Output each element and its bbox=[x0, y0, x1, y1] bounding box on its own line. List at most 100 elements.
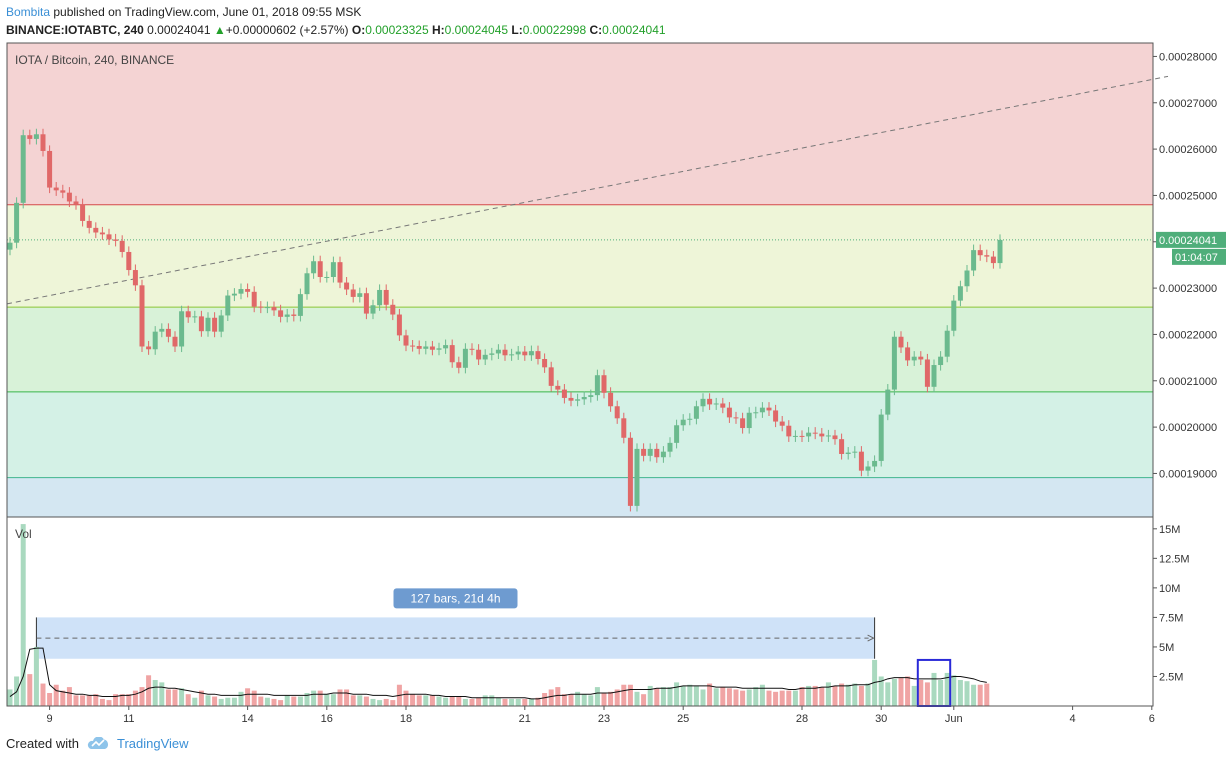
candle bbox=[608, 392, 614, 407]
measure-label-box bbox=[393, 588, 518, 609]
tradingview-link[interactable]: TradingView bbox=[116, 736, 189, 751]
candle bbox=[627, 437, 633, 506]
last-price-tag-box bbox=[1156, 231, 1226, 248]
low-value: 0.00022998 bbox=[522, 23, 587, 37]
created-with-label: Created with bbox=[6, 736, 79, 751]
volume-bar bbox=[938, 680, 944, 706]
volume-bar bbox=[489, 695, 495, 706]
y-tick-label: 0.00019000 bbox=[1159, 468, 1217, 480]
candle bbox=[759, 407, 765, 413]
candle bbox=[86, 220, 92, 228]
volume-bar bbox=[238, 691, 244, 706]
volume-bar bbox=[403, 690, 409, 706]
candle bbox=[245, 289, 251, 292]
volume-bar bbox=[225, 697, 231, 706]
volume-bar bbox=[515, 698, 521, 706]
candle bbox=[73, 201, 79, 205]
volume-bar bbox=[964, 681, 970, 706]
x-tick-label: 28 bbox=[796, 713, 808, 725]
volume-label: Vol bbox=[15, 527, 32, 541]
candle bbox=[911, 356, 917, 361]
candle bbox=[581, 396, 587, 400]
volume-bar bbox=[674, 682, 680, 706]
countdown-tag: 01:04:07 bbox=[1175, 252, 1218, 264]
candle bbox=[819, 433, 825, 437]
candle bbox=[977, 250, 983, 256]
candle bbox=[997, 239, 1003, 264]
volume-bar bbox=[588, 695, 594, 706]
volume-bar bbox=[436, 696, 442, 706]
vol-tick-label: 12.5M bbox=[1159, 553, 1190, 565]
volume-bar bbox=[733, 689, 739, 706]
volume-bar bbox=[594, 687, 600, 706]
candle bbox=[80, 204, 86, 221]
candle bbox=[667, 442, 673, 452]
candle bbox=[251, 291, 257, 307]
candle bbox=[905, 347, 911, 361]
volume-bar bbox=[773, 691, 779, 706]
ohlc-legend: BINANCE:IOTABTC, 240 0.00024041 ▲+0.0000… bbox=[6, 22, 666, 38]
volume-bar bbox=[251, 690, 257, 706]
candle bbox=[924, 359, 930, 387]
candle bbox=[944, 330, 950, 357]
candle bbox=[7, 242, 13, 250]
candle bbox=[832, 435, 838, 440]
candle bbox=[634, 448, 640, 506]
volume-bar bbox=[951, 675, 957, 706]
fib-zone bbox=[7, 391, 1153, 478]
volume-bar bbox=[957, 680, 963, 706]
volume-bar bbox=[245, 688, 251, 706]
volume-bar bbox=[713, 688, 719, 706]
y-tick-label: 0.00022000 bbox=[1159, 329, 1217, 341]
volume-bar bbox=[86, 695, 92, 706]
candle bbox=[126, 251, 132, 271]
low-label: L: bbox=[511, 23, 523, 37]
close-label: C: bbox=[589, 23, 603, 37]
candle bbox=[957, 286, 963, 301]
candle bbox=[231, 293, 237, 296]
volume-bar bbox=[363, 696, 369, 706]
candle bbox=[337, 262, 343, 283]
volume-bar bbox=[172, 689, 178, 706]
volume-bar bbox=[462, 698, 468, 706]
volume-bar bbox=[357, 695, 363, 706]
volume-bar bbox=[548, 689, 554, 706]
candle bbox=[575, 399, 581, 401]
candle bbox=[482, 354, 488, 360]
candle bbox=[773, 410, 779, 422]
high-value: 0.00024045 bbox=[444, 23, 509, 37]
volume-bar bbox=[165, 689, 171, 706]
candle bbox=[812, 432, 818, 434]
volume-bar bbox=[568, 694, 574, 706]
axes: 0.00028000 0.00027000 0.00026000 0.00025000… bbox=[6, 42, 1226, 725]
candle bbox=[363, 293, 369, 314]
volume-bar bbox=[416, 695, 422, 706]
candle bbox=[423, 346, 429, 349]
candle bbox=[205, 317, 211, 332]
candle bbox=[495, 349, 501, 354]
volume-bar bbox=[792, 690, 798, 706]
volume-bar bbox=[726, 688, 732, 706]
volume-bar bbox=[575, 691, 581, 706]
volume-bar bbox=[898, 677, 904, 706]
candle bbox=[845, 452, 851, 454]
volume-bar bbox=[139, 687, 145, 706]
candle bbox=[594, 375, 600, 396]
candle bbox=[377, 289, 383, 306]
candle bbox=[502, 349, 508, 356]
author-link[interactable]: Bombita bbox=[6, 5, 51, 19]
volume-bar bbox=[832, 685, 838, 706]
candle bbox=[40, 134, 46, 151]
candle bbox=[449, 345, 455, 363]
volume-bar bbox=[410, 694, 416, 706]
candle bbox=[588, 395, 594, 397]
volume-bar bbox=[891, 678, 897, 706]
volume-bar bbox=[113, 694, 119, 706]
volume-bar bbox=[555, 687, 561, 706]
volume-bar bbox=[502, 698, 508, 706]
candle bbox=[99, 232, 105, 235]
measure-label: 127 bars, 21d 4h bbox=[410, 591, 500, 605]
x-tick-label: 16 bbox=[321, 713, 333, 725]
volume-bar bbox=[786, 690, 792, 706]
